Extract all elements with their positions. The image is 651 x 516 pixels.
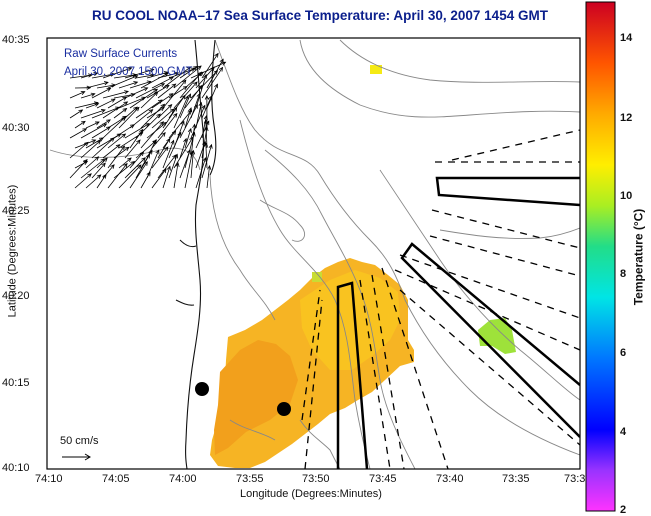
sst-patch-cool: [478, 318, 516, 354]
current-vector: [97, 99, 115, 108]
x-tick-label: 73:40: [436, 473, 464, 485]
current-vector: [152, 133, 165, 148]
current-vector: [81, 141, 100, 158]
legend-currents-label: Raw Surface Currents: [64, 48, 177, 60]
colorbar: [586, 2, 615, 511]
y-tick-label: 40:15: [2, 377, 30, 389]
colorbar-label: Temperature (°C): [631, 209, 645, 306]
y-tick-label: 40:25: [2, 205, 30, 217]
x-tick-label: 74:10: [35, 473, 63, 485]
site-marker-offshore: [277, 402, 291, 416]
current-vector: [141, 172, 150, 188]
current-vector: [130, 130, 143, 148]
current-vector: [158, 114, 177, 138]
x-tick-label: 73:55: [236, 473, 264, 485]
map-plot-area: [50, 40, 580, 469]
colorbar-tick-label: 14: [620, 32, 632, 44]
y-tick-label: 40:30: [2, 122, 30, 134]
current-vector: [86, 157, 99, 168]
x-tick-label: 74:00: [169, 473, 197, 485]
colorbar-tick-label: 6: [620, 347, 626, 359]
x-tick-label: 74:05: [102, 473, 130, 485]
y-tick-label: 40:10: [2, 462, 30, 474]
x-axis-label: Longitude (Degrees:Minutes): [240, 488, 382, 500]
current-vector: [125, 88, 148, 98]
colorbar-tick-label: 4: [620, 426, 626, 438]
current-vector: [163, 141, 174, 168]
scale-vector-arrow: [62, 454, 90, 460]
current-vector: [92, 127, 110, 138]
current-vector: [70, 110, 82, 118]
site-marker-nearshore: [195, 382, 209, 396]
current-vector: [108, 164, 127, 188]
current-vector: [136, 100, 162, 118]
scale-vector-label: 50 cm/s: [60, 435, 99, 447]
y-tick-label: 40:20: [2, 290, 30, 302]
x-tick-label: 73:45: [369, 473, 397, 485]
current-vector: [180, 139, 186, 158]
current-vector: [202, 54, 218, 78]
current-vector: [75, 121, 85, 128]
y-tick-label: 40:35: [2, 34, 30, 46]
sst-patch-north: [370, 65, 382, 74]
figure-title: RU COOL NOAA–17 Sea Surface Temperature:…: [60, 8, 580, 23]
colorbar-tick-label: 10: [620, 190, 632, 202]
current-vector: [86, 82, 108, 88]
x-tick-label: 73:35: [502, 473, 530, 485]
current-vector: [75, 161, 87, 168]
current-vector: [119, 82, 137, 88]
current-vector: [158, 105, 172, 118]
current-vector: [70, 92, 85, 98]
current-vector: [103, 102, 127, 118]
x-tick-label: 73:50: [302, 473, 330, 485]
legend-currents-time: April 30, 2007 1500 GMT: [64, 66, 193, 78]
colorbar-tick-label: 2: [620, 504, 626, 516]
colorbar-tick-label: 12: [620, 112, 632, 124]
x-tick-label: 73:3: [564, 473, 585, 485]
colorbar-tick-label: 8: [620, 268, 626, 280]
current-vector: [70, 142, 88, 158]
